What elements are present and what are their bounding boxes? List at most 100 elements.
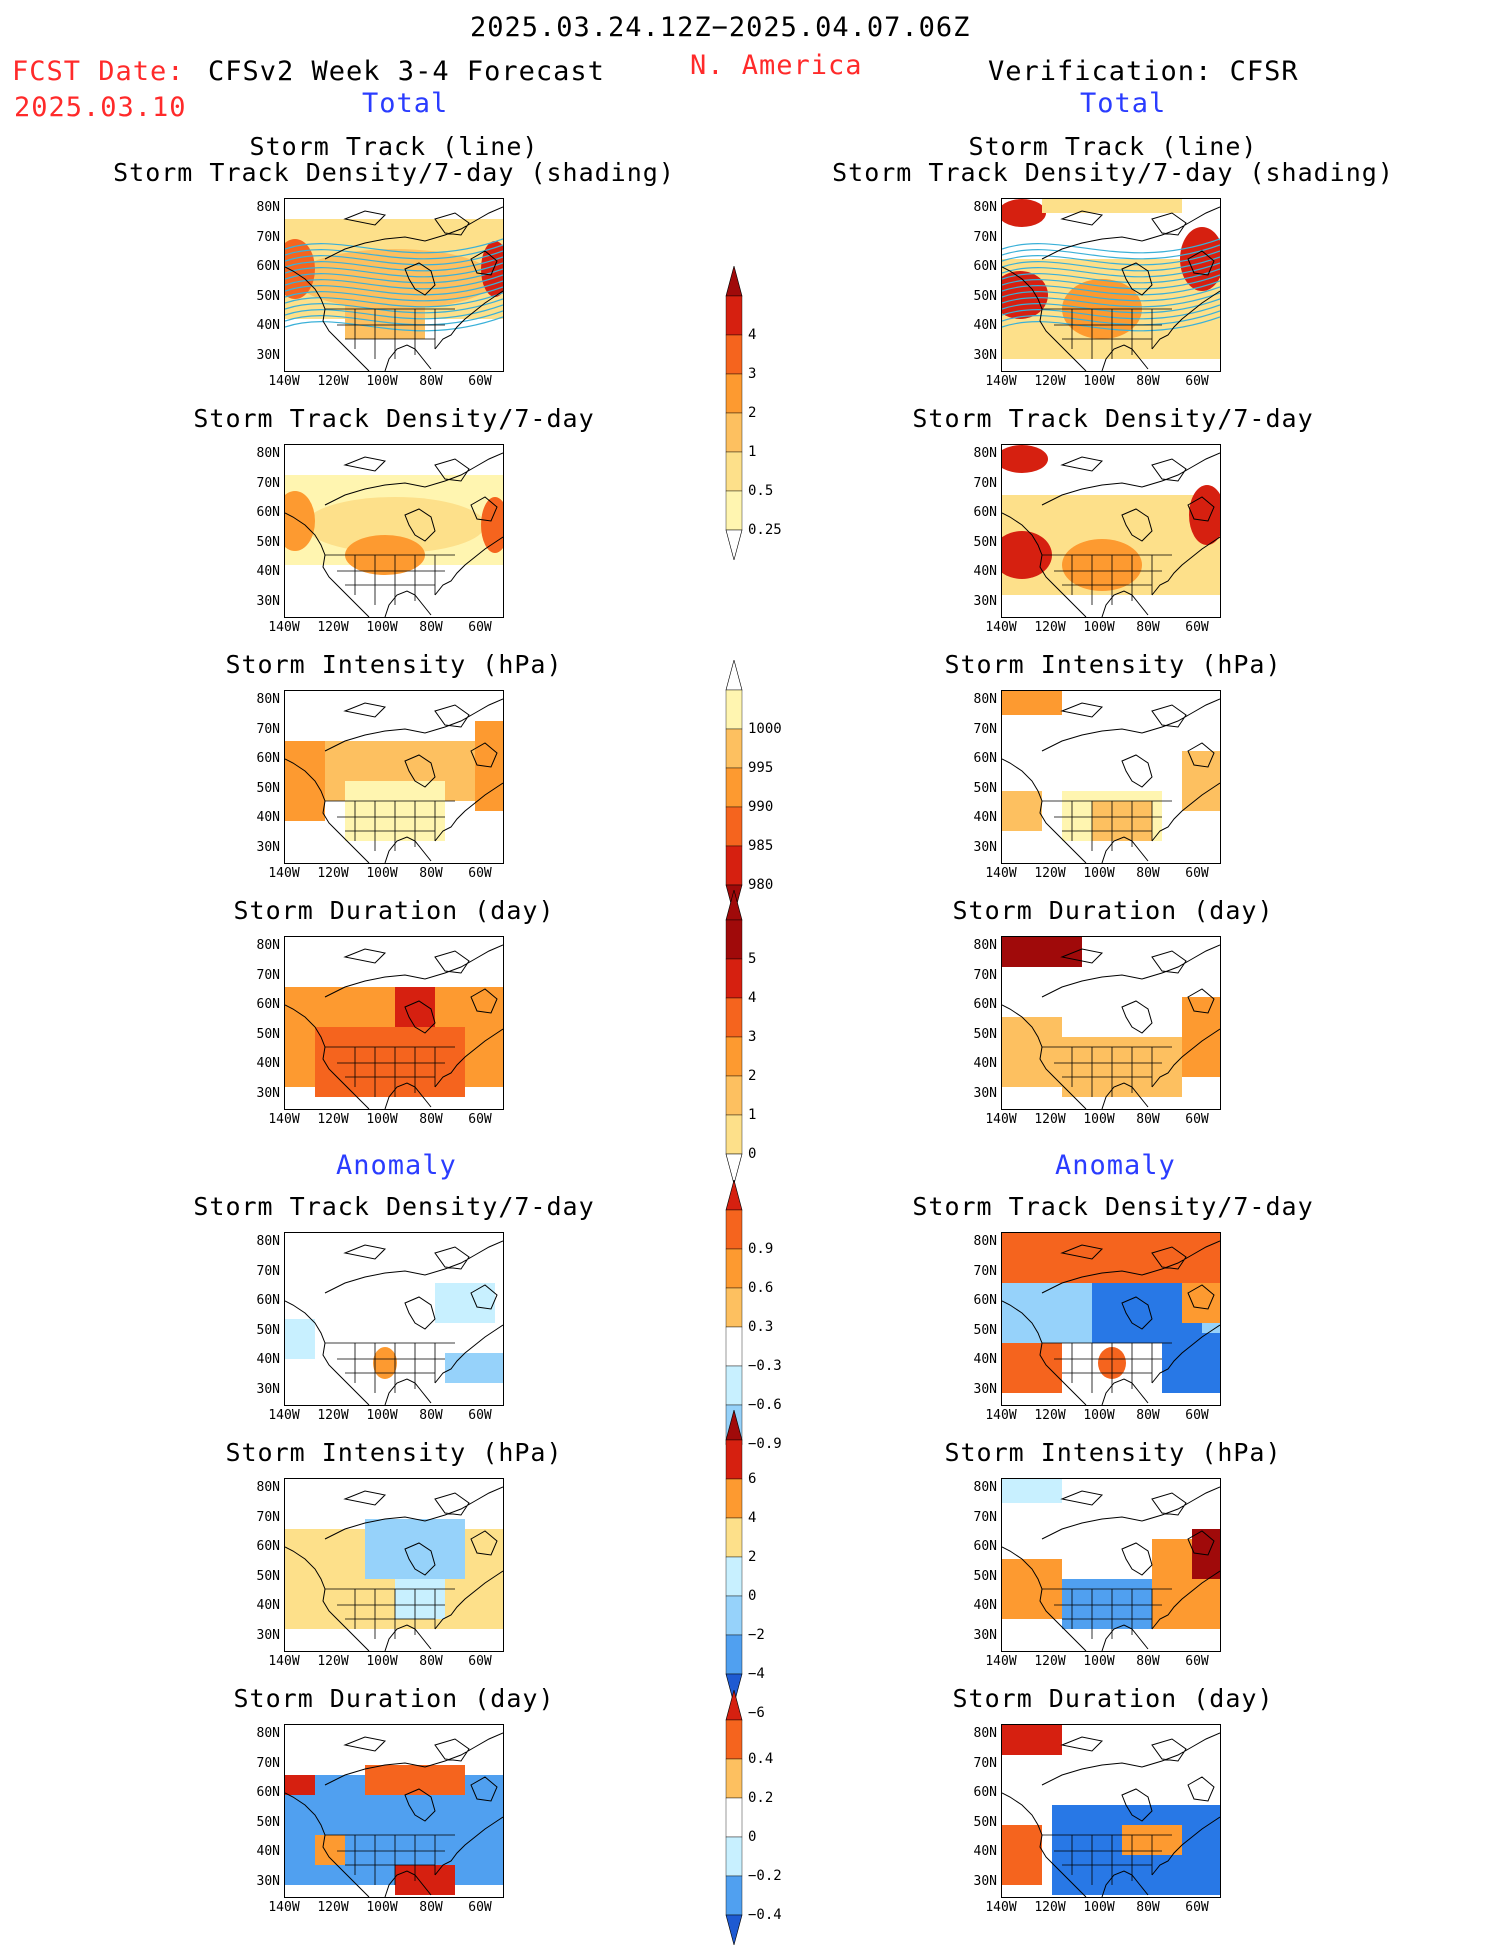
colorbar-swatch — [725, 1036, 743, 1077]
colorbar-swatch — [725, 997, 743, 1038]
storm-track-line — [285, 274, 503, 290]
lon-tick-label: 120W — [1034, 1900, 1066, 1915]
colorbar-swatch — [725, 373, 743, 414]
colorbar-swatch — [725, 845, 743, 886]
lat-tick-label: 70N — [973, 1263, 997, 1279]
lon-tick-label: 80W — [419, 374, 443, 389]
lon-tick-label: 80W — [419, 866, 443, 881]
lat-tick-label: 50N — [256, 1026, 280, 1042]
lon-tick-label: 100W — [366, 1112, 398, 1127]
colorbar-swatch — [725, 490, 743, 531]
lat-tick-label: 30N — [973, 1873, 997, 1889]
coastline — [1002, 206, 1220, 371]
lat-tick-label: 50N — [973, 1322, 997, 1338]
colorbar-label: 980 — [748, 877, 774, 893]
lat-tick-label: 50N — [256, 288, 280, 304]
storm-track-line — [1002, 268, 1220, 284]
map-shading — [285, 1240, 503, 1405]
colorbar-label: 0.9 — [748, 1241, 774, 1257]
colorbar-label: 2 — [748, 405, 757, 421]
lat-tick-label: 60N — [973, 997, 997, 1012]
lat-tick-label: 40N — [973, 1598, 997, 1613]
state-borders — [325, 1046, 455, 1097]
lon-tick-label: 80W — [1136, 1112, 1160, 1127]
colorbar-label: 0 — [748, 1829, 757, 1845]
colorbar-label: 0.5 — [748, 483, 774, 499]
map-shading — [285, 1732, 503, 1897]
colorbar-label: 0.25 — [748, 522, 782, 538]
colorbar-swatch — [725, 1758, 743, 1799]
map-panel-l4 — [284, 1232, 504, 1406]
colorbar-label: 4 — [748, 327, 757, 343]
lat-tick-label: 80N — [973, 938, 997, 953]
storm-track-line — [285, 310, 503, 326]
map-shading — [285, 452, 503, 617]
lat-tick-label: 30N — [256, 593, 280, 609]
lat-tick-label: 70N — [256, 967, 280, 983]
coastline — [285, 1732, 503, 1897]
lat-tick-label: 60N — [256, 1785, 280, 1800]
lon-tick-label: 140W — [985, 374, 1017, 389]
right-duration-anom-title: Storm Duration (day) — [952, 1684, 1274, 1713]
colorbar-label: −0.6 — [748, 1397, 782, 1413]
map-panel-r1 — [1001, 444, 1221, 618]
lat-tick-label: 40N — [973, 1056, 997, 1071]
right-track-line-title: Storm Track (line) — [968, 132, 1258, 161]
right-intensity-anom-title: Storm Intensity (hPa) — [944, 1438, 1282, 1467]
colorbar-label: 0.4 — [748, 1751, 774, 1767]
coastline — [1002, 1486, 1220, 1651]
state-borders — [325, 1834, 455, 1885]
lat-tick-label: 50N — [256, 1322, 280, 1338]
lat-tick-label: 60N — [256, 1539, 280, 1554]
lon-tick-label: 100W — [366, 1408, 398, 1423]
lon-tick-label: 100W — [1083, 1112, 1115, 1127]
lon-tick-label: 60W — [468, 1112, 492, 1127]
storm-track-line — [1002, 316, 1220, 332]
lat-tick-label: 80N — [256, 446, 280, 461]
storm-track-line — [285, 238, 503, 254]
lon-tick-label: 100W — [366, 1900, 398, 1915]
storm-track-line — [285, 316, 503, 332]
state-borders — [1042, 800, 1172, 851]
map-shading — [1002, 1479, 1220, 1651]
colorbar-label: 0.2 — [748, 1790, 774, 1806]
coastline — [285, 1240, 503, 1405]
lon-tick-label: 140W — [985, 1654, 1017, 1669]
colorbar-swatch — [725, 1287, 743, 1328]
lon-tick-label: 120W — [1034, 866, 1066, 881]
lat-tick-label: 40N — [256, 1844, 280, 1859]
lat-tick-label: 70N — [256, 1755, 280, 1771]
lat-tick-label: 60N — [256, 997, 280, 1012]
lat-tick-label: 40N — [256, 1352, 280, 1367]
colorbar-swatch — [725, 1634, 743, 1675]
storm-track-line — [285, 256, 503, 272]
colorbar-swatch — [725, 958, 743, 999]
lon-tick-label: 60W — [1185, 374, 1209, 389]
map-panel-l6 — [284, 1724, 504, 1898]
lat-tick-label: 40N — [256, 1056, 280, 1071]
storm-track-line — [1002, 280, 1220, 296]
colorbar-label: 2 — [748, 1068, 757, 1084]
map-shading — [1002, 1725, 1220, 1897]
lat-tick-label: 70N — [256, 721, 280, 737]
storm-track-line — [1002, 256, 1220, 272]
map-panel-l3 — [284, 936, 504, 1110]
coastline — [1002, 944, 1220, 1109]
colorbar-swatch — [725, 1797, 743, 1838]
lon-tick-label: 120W — [317, 374, 349, 389]
lon-tick-label: 100W — [1083, 1654, 1115, 1669]
colorbar-label: −0.2 — [748, 1868, 782, 1884]
lat-tick-label: 70N — [256, 475, 280, 491]
state-borders — [1042, 1588, 1172, 1639]
lon-tick-label: 80W — [1136, 374, 1160, 389]
colorbar-swatch — [725, 1875, 743, 1916]
storm-track-line — [285, 298, 503, 314]
lon-tick-label: 140W — [268, 620, 300, 635]
lat-tick-label: 40N — [973, 318, 997, 333]
lat-tick-label: 40N — [973, 564, 997, 579]
lon-tick-label: 60W — [1185, 620, 1209, 635]
left-intensity-anom-title: Storm Intensity (hPa) — [225, 1438, 563, 1467]
right-intensity-title: Storm Intensity (hPa) — [944, 650, 1282, 679]
state-borders — [325, 1342, 455, 1393]
colorbar-label: 3 — [748, 1029, 757, 1045]
